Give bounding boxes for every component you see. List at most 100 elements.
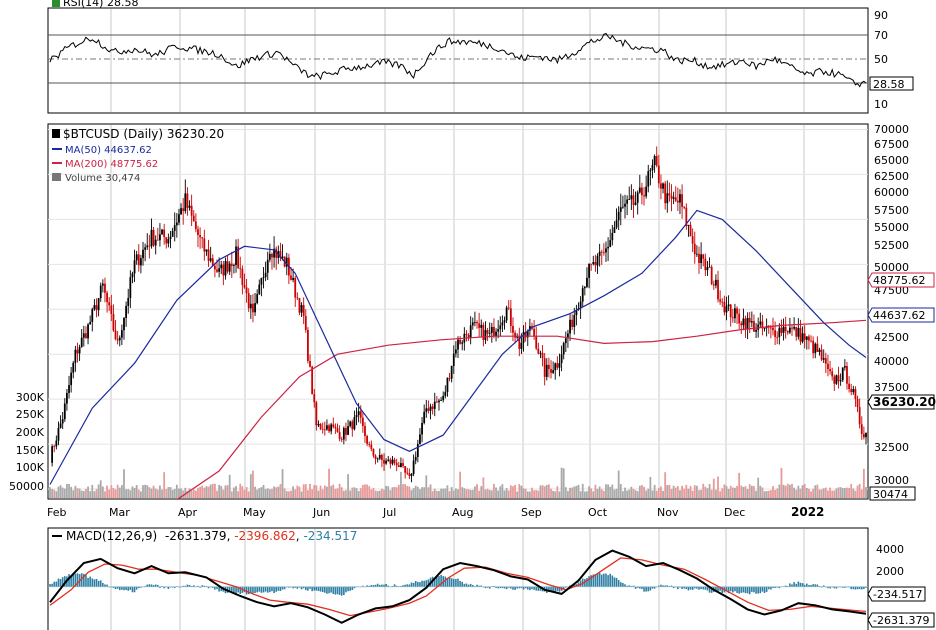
candle-body bbox=[554, 363, 557, 371]
volume-bar bbox=[717, 476, 719, 498]
macd-hist-bar bbox=[186, 584, 189, 587]
volume-bar bbox=[120, 485, 123, 498]
candle-body bbox=[668, 193, 671, 196]
volume-tick: 300K bbox=[16, 391, 45, 404]
candle-body bbox=[827, 363, 829, 370]
candle-body bbox=[292, 277, 295, 280]
volume-bar bbox=[355, 488, 358, 498]
candle-body bbox=[165, 237, 168, 244]
volume-bar bbox=[114, 489, 117, 498]
candle-body bbox=[805, 336, 808, 340]
volume-bar bbox=[302, 484, 305, 498]
volume-bar bbox=[205, 486, 208, 498]
volume-bar bbox=[467, 489, 470, 498]
volume-bar bbox=[715, 489, 717, 498]
candle-body bbox=[704, 258, 707, 271]
candle-body bbox=[112, 313, 115, 331]
candle-body bbox=[569, 319, 571, 334]
candle-body bbox=[655, 155, 658, 166]
candle-body bbox=[721, 301, 724, 303]
candle-body bbox=[727, 304, 730, 307]
volume-bar bbox=[233, 487, 235, 498]
macd-hist-bar bbox=[157, 585, 159, 587]
candle-body bbox=[397, 465, 400, 467]
macd-hist-bar bbox=[501, 586, 504, 589]
volume-bar bbox=[222, 489, 225, 498]
macd-hist-bar bbox=[476, 584, 478, 587]
volume-axis: 300K 250K 200K 150K 100K 50000 bbox=[9, 391, 45, 493]
candle-body bbox=[471, 322, 474, 326]
volume-bar bbox=[70, 486, 73, 498]
macd-hist-bar bbox=[334, 586, 337, 595]
volume-bar bbox=[708, 484, 711, 498]
macd-hist-bar bbox=[374, 584, 377, 587]
volume-bar bbox=[469, 490, 472, 498]
candle-body bbox=[156, 239, 159, 241]
volume-bar bbox=[351, 487, 354, 498]
volume-bar bbox=[820, 489, 823, 498]
candle-body bbox=[467, 335, 470, 339]
macd-hist-bar bbox=[791, 584, 793, 587]
price-tick: 60000 bbox=[874, 186, 909, 199]
macd-hist-bar bbox=[463, 583, 466, 587]
candle-body bbox=[226, 261, 229, 272]
macd-hist-bar bbox=[114, 586, 117, 590]
volume-bar bbox=[846, 487, 848, 498]
macd-hist-bar bbox=[822, 585, 825, 587]
volume-bar bbox=[537, 490, 540, 498]
volume-bar bbox=[693, 485, 696, 498]
candle-body bbox=[309, 360, 311, 367]
macd-hist-bar bbox=[275, 586, 277, 592]
candle-body bbox=[543, 358, 546, 377]
volume-bar bbox=[803, 483, 806, 498]
macd-hist-bar bbox=[767, 586, 770, 590]
macd-hist-bar bbox=[254, 586, 256, 593]
macd-hist-bar bbox=[685, 586, 688, 590]
volume-bar bbox=[140, 491, 142, 498]
macd-hist-bar bbox=[116, 586, 119, 589]
volume-bar bbox=[298, 486, 301, 498]
candle-body bbox=[662, 183, 664, 189]
candle-body bbox=[533, 328, 536, 336]
candle-body bbox=[175, 222, 178, 226]
volume-bar bbox=[647, 488, 650, 498]
candle-body bbox=[822, 358, 825, 360]
volume-bar bbox=[135, 485, 138, 498]
volume-bar bbox=[577, 484, 580, 498]
volume-bar bbox=[256, 489, 259, 498]
macd-hist-bar bbox=[76, 573, 79, 587]
volume-bar bbox=[173, 488, 176, 498]
candle-body bbox=[271, 253, 273, 258]
candle-body bbox=[556, 363, 559, 368]
candle-body bbox=[786, 330, 789, 333]
macd-hist-bar bbox=[343, 586, 345, 596]
volume-bar bbox=[186, 490, 189, 498]
candle-body bbox=[518, 336, 521, 349]
macd-hist-bar bbox=[330, 586, 332, 593]
volume-bar bbox=[188, 488, 191, 498]
macd-hist-bar bbox=[632, 585, 635, 587]
volume-bar bbox=[763, 491, 766, 498]
volume-bar bbox=[592, 491, 595, 498]
volume-bar bbox=[290, 490, 292, 498]
macd-hist-bar bbox=[184, 585, 187, 587]
macd-hist-bar bbox=[383, 584, 385, 587]
volume-bar bbox=[85, 488, 87, 498]
candle-body bbox=[501, 322, 504, 326]
volume-tick: 200K bbox=[16, 426, 45, 439]
volume-bar bbox=[727, 488, 730, 498]
candle-body bbox=[300, 305, 303, 313]
volume-bar bbox=[273, 486, 275, 498]
macd-hist-bar bbox=[558, 586, 561, 592]
volume-bar bbox=[602, 490, 605, 498]
volume-bar bbox=[304, 484, 307, 498]
volume-bar bbox=[345, 490, 347, 498]
candle-body bbox=[230, 263, 233, 266]
volume-bar bbox=[750, 485, 753, 498]
candle-body bbox=[776, 336, 779, 338]
svg-text:MACD(12,26,9) -2631.37: MACD(12,26,9) -2631.379, -2396.862, -234… bbox=[66, 529, 357, 543]
rsi-tick-50: 50 bbox=[874, 53, 888, 66]
volume-bar bbox=[535, 490, 538, 498]
macd-hist-bar bbox=[393, 584, 396, 587]
macd-hist-bar bbox=[715, 586, 717, 592]
